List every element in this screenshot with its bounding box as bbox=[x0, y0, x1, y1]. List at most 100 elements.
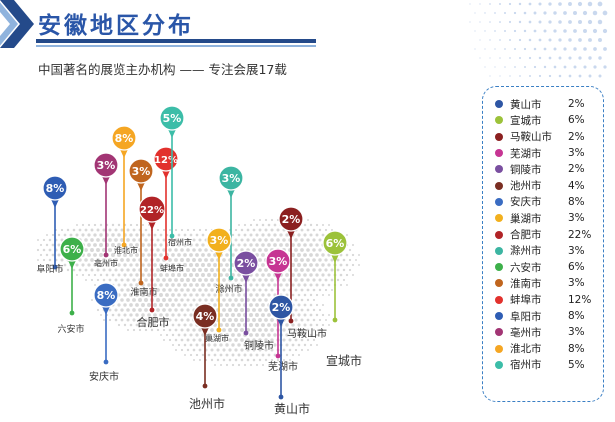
pin-base-dot bbox=[103, 252, 109, 258]
legend-color-dot bbox=[495, 344, 503, 353]
legend-value: 2% bbox=[568, 163, 585, 176]
pin-head bbox=[159, 105, 185, 131]
pin-head bbox=[93, 282, 119, 308]
header-underline bbox=[36, 39, 316, 47]
legend-item: 黄山市 2% bbox=[495, 96, 603, 112]
legend-city: 安庆市 bbox=[510, 196, 542, 209]
map-pin: 8% 安庆市 bbox=[89, 282, 119, 383]
legend-city: 淮南市 bbox=[510, 277, 542, 290]
map-pin: 8% 阜阳市 bbox=[36, 175, 68, 275]
city-label: 宿州市 bbox=[168, 237, 192, 247]
pin-value-label: 6% bbox=[63, 243, 82, 256]
city-label: 芜湖市 bbox=[268, 360, 298, 373]
map-pin: 6% 六安市 bbox=[57, 236, 85, 335]
header-chevron-icon bbox=[0, 0, 34, 48]
legend-item: 马鞍山市 2% bbox=[495, 129, 603, 145]
legend-color-dot bbox=[495, 214, 503, 223]
city-label: 安庆市 bbox=[89, 370, 119, 383]
legend-value: 3% bbox=[568, 212, 585, 225]
pin-head bbox=[138, 195, 166, 223]
legend-value: 4% bbox=[568, 179, 585, 192]
legend-value: 8% bbox=[568, 310, 585, 322]
legend-color-dot bbox=[495, 312, 503, 320]
city-label: 铜陵市 bbox=[244, 339, 274, 352]
city-label: 巢湖市 bbox=[205, 333, 229, 343]
pin-head bbox=[192, 303, 218, 329]
legend-color-dot bbox=[495, 279, 503, 288]
legend-box: 黄山市 2% 宣城市 6% 马鞍山市 2% 芜湖市 3% 铜陵市 2% 池州市 4% 安庆市 8% 巢湖市 3… bbox=[482, 86, 604, 402]
pin-head bbox=[322, 230, 348, 256]
pin-base-dot bbox=[243, 330, 249, 336]
pin-base-dot bbox=[103, 359, 109, 365]
pin-base-dot bbox=[169, 233, 175, 239]
city-label: 宣城市 bbox=[326, 353, 362, 368]
pin-head bbox=[206, 227, 232, 253]
legend-color-dot bbox=[495, 263, 503, 272]
pin-base-dot bbox=[288, 318, 294, 324]
pin-value-label: 3% bbox=[210, 234, 229, 247]
pin-base-dot bbox=[121, 242, 127, 248]
pin-value-label: 4% bbox=[196, 310, 215, 323]
legend-value: 2% bbox=[568, 130, 585, 143]
map-pin: 3% 亳州市 bbox=[93, 152, 119, 268]
legend-color-dot bbox=[495, 165, 503, 174]
pin-base-dot bbox=[216, 327, 222, 333]
legend-color-dot bbox=[495, 100, 503, 109]
pin-value-label: 8% bbox=[115, 132, 134, 145]
legend-item: 淮北市 8% bbox=[495, 340, 603, 356]
legend-color-dot bbox=[495, 230, 503, 239]
legend-city: 芜湖市 bbox=[510, 147, 542, 160]
pin-base-dot bbox=[275, 353, 281, 359]
legend-color-dot bbox=[495, 132, 503, 141]
map-pin: 6% 宣城市 bbox=[322, 230, 362, 368]
map-pin: 4% 池州市 bbox=[189, 303, 225, 411]
legend-value: 8% bbox=[568, 195, 585, 208]
city-label: 滁州市 bbox=[215, 283, 242, 295]
page-title: 安徽地区分布 bbox=[38, 13, 194, 39]
map-pin: 5% 宿州市 bbox=[159, 105, 192, 247]
city-label: 阜阳市 bbox=[36, 263, 63, 275]
city-label: 六安市 bbox=[57, 323, 84, 335]
pin-value-label: 6% bbox=[326, 237, 345, 250]
pin-head bbox=[233, 250, 259, 276]
legend-color-dot bbox=[495, 360, 503, 369]
pin-base-dot bbox=[278, 394, 284, 400]
map-pin: 2% 铜陵市 bbox=[233, 250, 274, 352]
legend-city: 阜阳市 bbox=[510, 310, 542, 323]
legend-value: 22% bbox=[568, 228, 592, 241]
legend-value: 6% bbox=[568, 114, 585, 127]
legend-city: 滁州市 bbox=[510, 245, 542, 258]
legend-city: 亳州市 bbox=[510, 326, 542, 339]
legend-item: 安庆市 8% bbox=[495, 194, 603, 210]
legend-city: 巢湖市 bbox=[510, 212, 542, 225]
map-pin: 22% 合肥市 bbox=[137, 195, 170, 329]
legend-item: 宿州市 5% bbox=[495, 357, 603, 373]
pin-head bbox=[128, 158, 154, 184]
legend-city: 铜陵市 bbox=[510, 163, 542, 176]
pin-value-label: 3% bbox=[97, 159, 116, 172]
pin-base-dot bbox=[138, 280, 144, 286]
legend-item: 池州市 4% bbox=[495, 177, 603, 193]
legend-item: 滁州市 3% bbox=[495, 243, 603, 259]
pin-value-label: 22% bbox=[140, 205, 164, 216]
city-label: 蚌埠市 bbox=[160, 263, 184, 273]
pin-base-dot bbox=[163, 255, 169, 261]
pin-base-dot bbox=[332, 317, 338, 323]
legend-item: 巢湖市 3% bbox=[495, 210, 603, 226]
pin-value-label: 2% bbox=[282, 213, 301, 226]
legend-color-dot bbox=[495, 246, 503, 255]
legend-value: 3% bbox=[568, 326, 585, 339]
map-pin: 3% 巢湖市 bbox=[205, 227, 232, 343]
map-pin: 3% 淮南市 bbox=[128, 158, 158, 298]
map-pins: 8%阜阳市6%六安市8%安庆市3%亳州市8%淮北市3%淮南市22%合肥市12%蚌… bbox=[36, 105, 362, 416]
legend-item: 宣城市 6% bbox=[495, 112, 603, 128]
pin-base-dot bbox=[149, 307, 155, 313]
pin-head bbox=[111, 125, 137, 151]
map-pin: 3% 滁州市 bbox=[215, 165, 244, 295]
legend-value: 5% bbox=[568, 358, 585, 371]
legend-city: 马鞍山市 bbox=[510, 131, 552, 144]
legend-item: 亳州市 3% bbox=[495, 324, 603, 340]
pin-base-dot bbox=[52, 264, 58, 270]
pin-value-label: 3% bbox=[132, 165, 151, 178]
